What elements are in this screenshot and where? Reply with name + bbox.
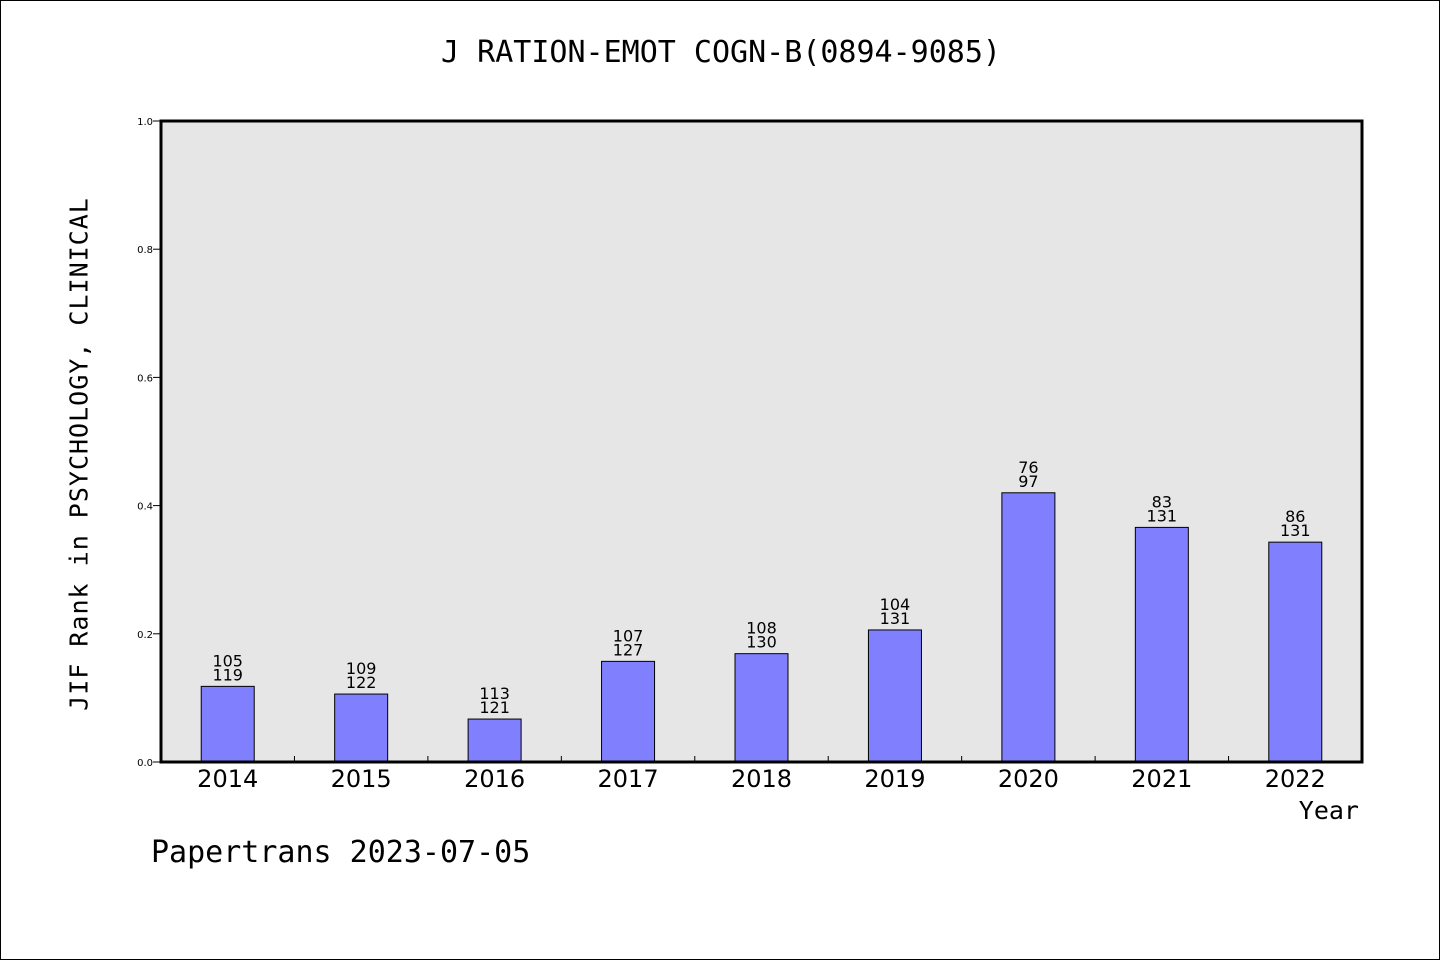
bar xyxy=(1134,526,1189,763)
y-tick-label: 1.0 xyxy=(137,117,153,128)
chart-title: J RATION-EMOT COGN-B(0894-9085) xyxy=(441,35,1001,70)
bar-label-rank: 109 xyxy=(346,659,377,678)
x-tick-label: 2014 xyxy=(197,765,258,793)
bar-label-total: 131 xyxy=(1280,521,1311,540)
bar xyxy=(1268,541,1323,763)
bar-label-rank: 104 xyxy=(880,595,911,614)
y-tick-label: 0.2 xyxy=(137,630,153,641)
bar xyxy=(334,693,389,763)
x-tick-label: 2022 xyxy=(1265,765,1326,793)
bar xyxy=(1001,492,1056,763)
x-tick-label: 2019 xyxy=(864,765,925,793)
bar-label-rank: 86 xyxy=(1285,507,1305,526)
bar-label-total: 130 xyxy=(746,633,777,652)
y-tick-label: 0.0 xyxy=(137,758,153,769)
plot-border xyxy=(159,119,1364,764)
y-tick-label: 0.6 xyxy=(137,373,153,384)
x-tick-label: 2016 xyxy=(464,765,525,793)
bar xyxy=(601,660,656,763)
bar xyxy=(867,629,922,763)
bar-label-total: 131 xyxy=(880,609,911,628)
bar-label-rank: 107 xyxy=(613,626,644,645)
y-tick-label: 0.4 xyxy=(137,502,153,513)
bar-label-total: 131 xyxy=(1147,506,1178,525)
bar xyxy=(467,718,522,763)
y-tick-label: 0.8 xyxy=(137,245,153,256)
bar-label-total: 121 xyxy=(479,698,510,717)
bar-label-rank: 108 xyxy=(746,619,777,638)
x-tick-label: 2021 xyxy=(1131,765,1192,793)
bar-label-rank: 76 xyxy=(1018,458,1038,477)
x-tick-label: 2020 xyxy=(998,765,1059,793)
bar xyxy=(734,653,789,763)
bar xyxy=(200,685,255,763)
footer-text: Papertrans 2023-07-05 xyxy=(151,835,531,870)
bar-label-rank: 105 xyxy=(212,651,243,670)
bar-label-rank: 83 xyxy=(1152,492,1172,511)
x-tick-label: 2017 xyxy=(598,765,659,793)
bar-label-rank: 113 xyxy=(479,684,510,703)
bar-label-total: 127 xyxy=(613,640,644,659)
bar-label-total: 122 xyxy=(346,673,377,692)
x-axis-label: Year xyxy=(1298,796,1359,825)
bar-label-total: 97 xyxy=(1018,472,1038,491)
bar-label-total: 119 xyxy=(212,665,243,684)
x-tick-label: 2015 xyxy=(331,765,392,793)
x-tick-label: 2018 xyxy=(731,765,792,793)
